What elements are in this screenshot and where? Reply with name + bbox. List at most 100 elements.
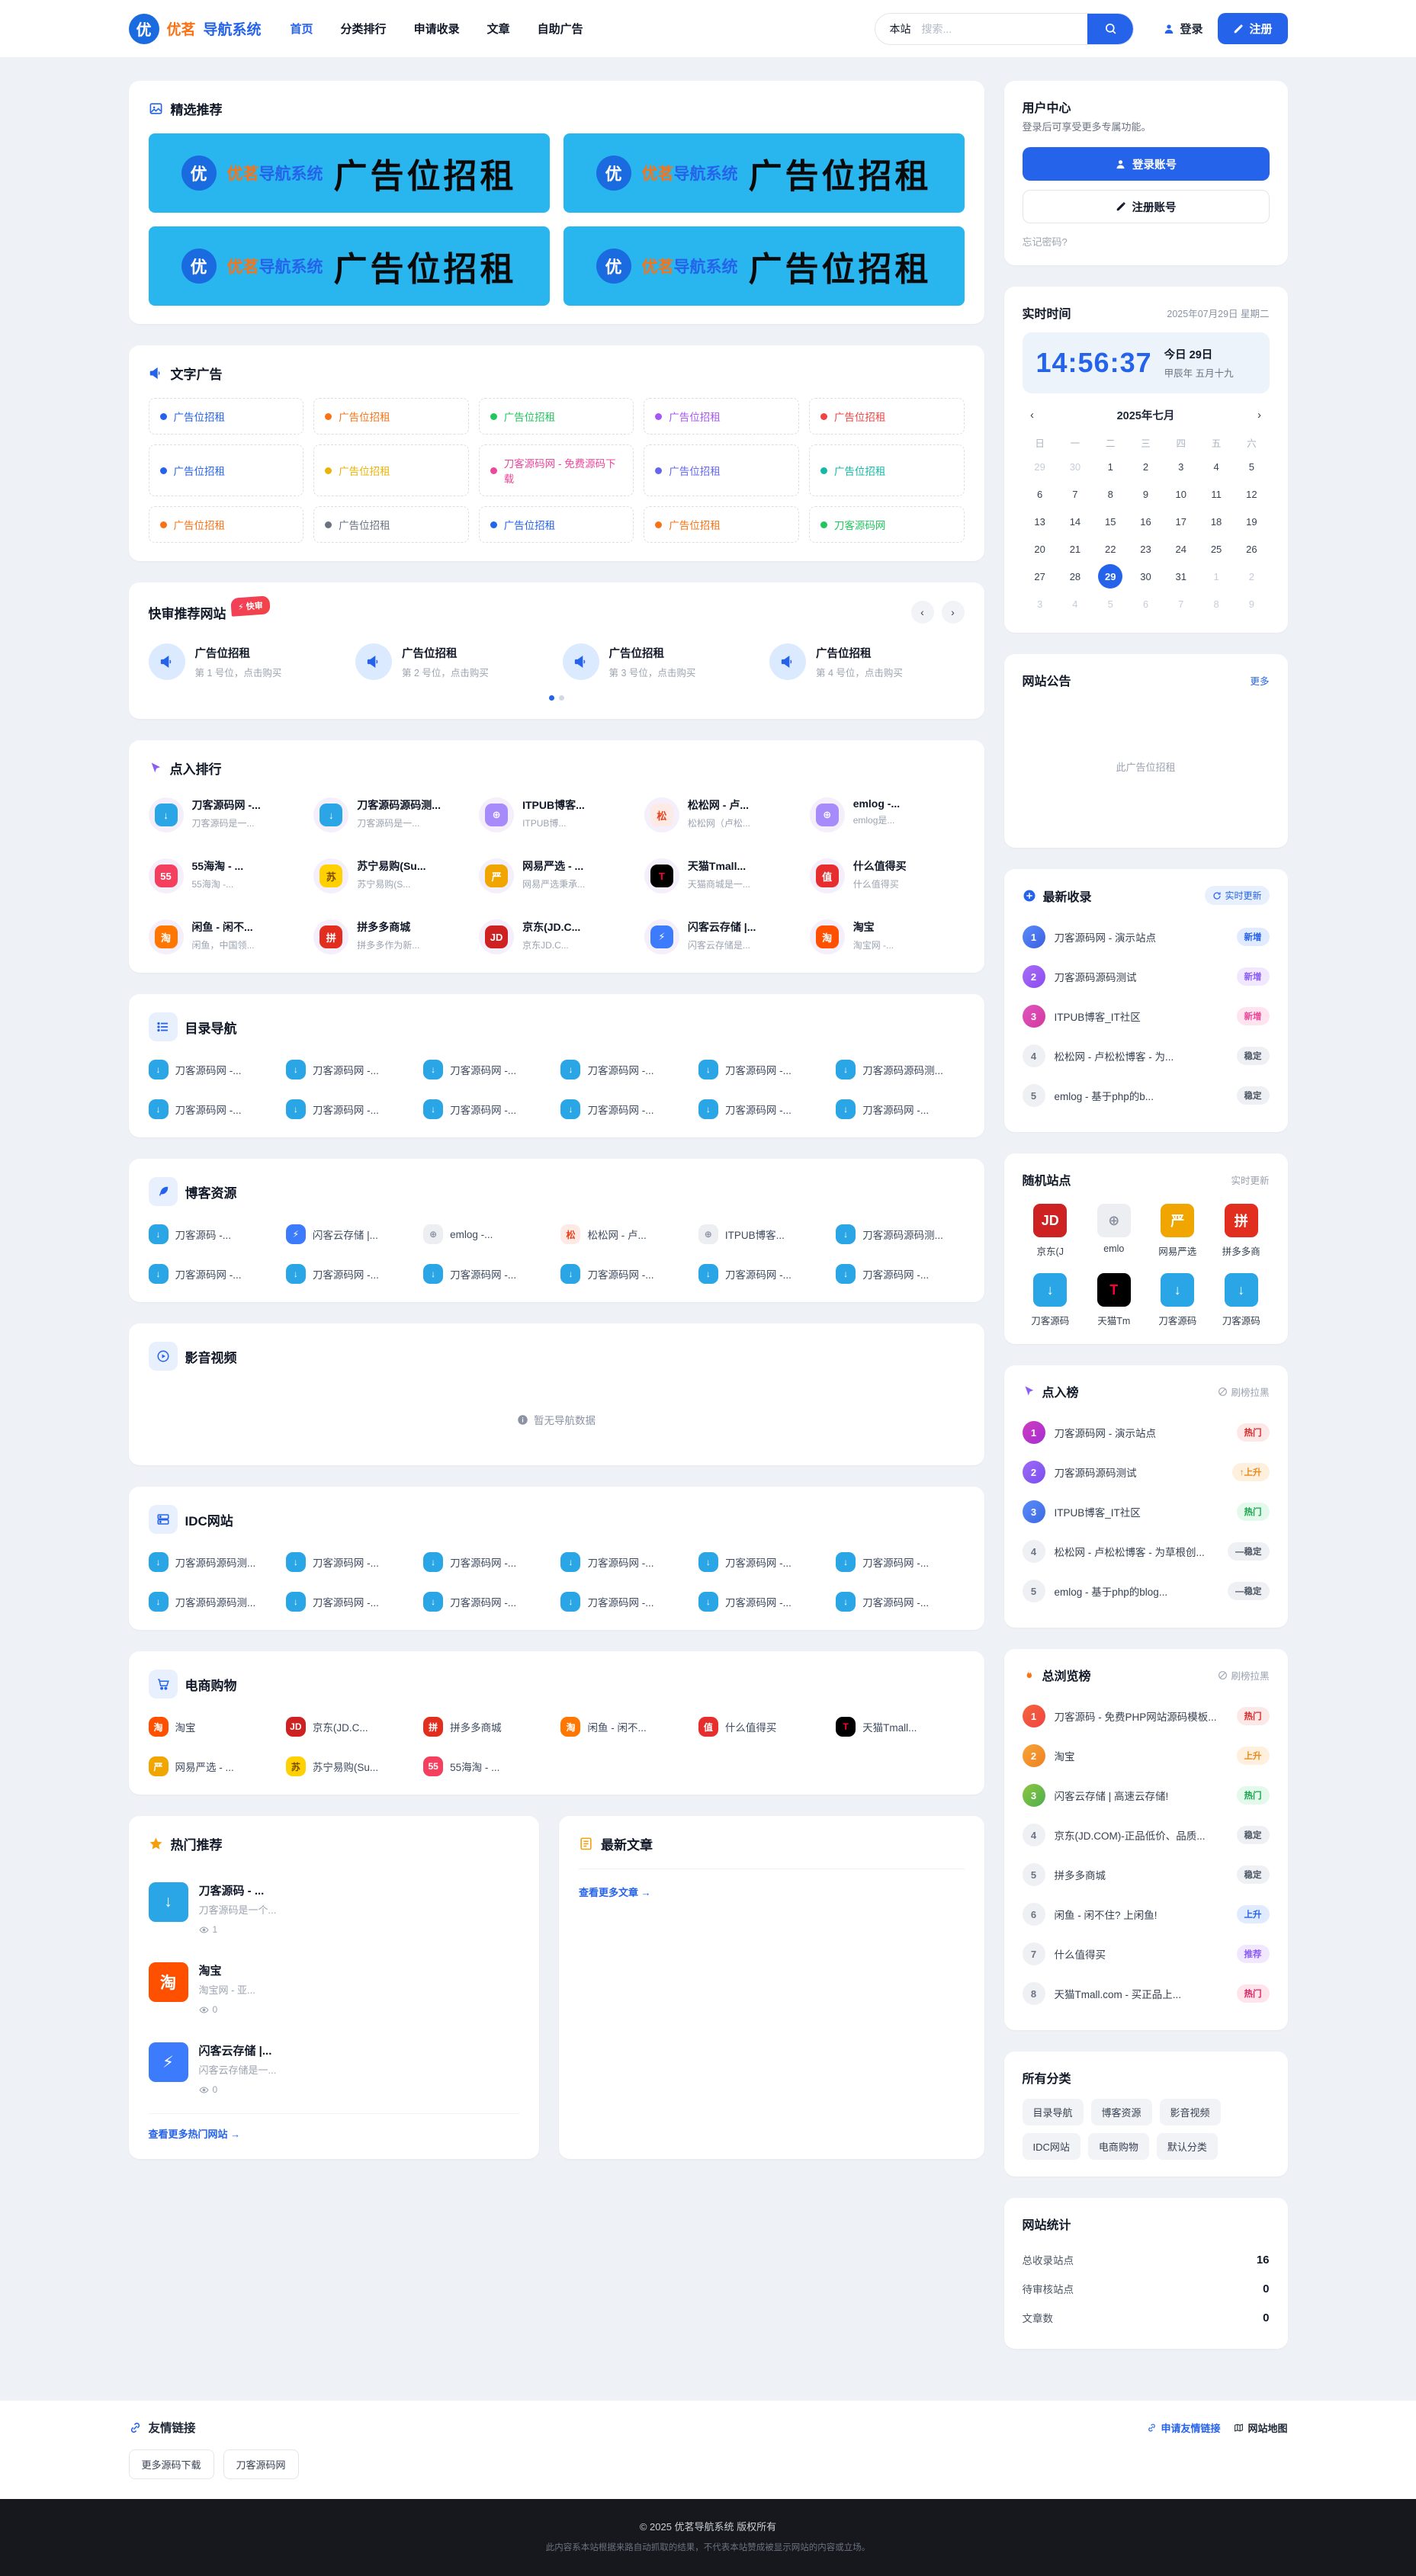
site-link[interactable]: JD 京东(JD.C... bbox=[285, 1717, 414, 1737]
calendar-day[interactable]: 22 bbox=[1104, 543, 1116, 555]
site-link[interactable]: ↓ 刀客源码网 -... bbox=[148, 1264, 277, 1284]
fast-review-item[interactable]: 广告位招租 第 4 号位，点击购买 bbox=[769, 643, 965, 680]
calendar-day[interactable]: 4 bbox=[1072, 598, 1078, 610]
rank-row[interactable]: 1 刀客源码网 - 演示站点 热门 bbox=[1022, 1413, 1270, 1452]
site-link[interactable]: T 天猫Tmall... bbox=[836, 1717, 964, 1737]
nav-item[interactable]: 文章 bbox=[486, 23, 510, 36]
nav-item[interactable]: 首页 bbox=[290, 23, 313, 36]
calendar-day[interactable]: 3 bbox=[1178, 460, 1184, 473]
calendar-day[interactable]: 29 bbox=[1034, 460, 1045, 473]
rank-row[interactable]: 5 拼多多商城 稳定 bbox=[1022, 1855, 1270, 1894]
apply-friend-link[interactable]: 申请友情链接 bbox=[1147, 2420, 1220, 2435]
site-link[interactable]: ↓ 刀客源码源码测... bbox=[148, 1552, 277, 1572]
nav-item[interactable]: 分类排行 bbox=[340, 23, 387, 36]
category-tag[interactable]: 电商购物 bbox=[1087, 2133, 1149, 2160]
hot-item[interactable]: 淘 淘宝 淘宝网 - 亚... 0 bbox=[148, 1949, 520, 2029]
forgot-password-link[interactable]: 忘记密码? bbox=[1022, 236, 1068, 248]
site-link[interactable]: ↓ 刀客源码网 -... bbox=[836, 1552, 964, 1572]
site-card[interactable]: ↓ 刀客源码网 -... 刀客源码是一... bbox=[148, 797, 303, 832]
fast-review-item[interactable]: 广告位招租 第 2 号位，点击购买 bbox=[355, 643, 551, 680]
live-update-pill[interactable]: 实时更新 bbox=[1205, 886, 1270, 905]
text-ad[interactable]: 广告位招租 bbox=[313, 506, 469, 543]
calendar-day[interactable]: 6 bbox=[1142, 598, 1149, 610]
calendar-day[interactable]: 3 bbox=[1037, 598, 1043, 610]
site-link[interactable]: 值 什么值得买 bbox=[698, 1717, 827, 1737]
rank-row[interactable]: 8 天猫Tmall.com - 买正品上... 热门 bbox=[1022, 1974, 1270, 2013]
rank-row[interactable]: 3 ITPUB博客_IT社区 新增 bbox=[1022, 996, 1270, 1036]
text-ad[interactable]: 广告位招租 bbox=[644, 398, 799, 435]
text-ad[interactable]: 广告位招租 bbox=[808, 444, 965, 496]
rank-row[interactable]: 7 什么值得买 推荐 bbox=[1022, 1934, 1270, 1974]
site-link[interactable]: ↓ 刀客源码网 -... bbox=[560, 1060, 689, 1079]
site-link[interactable]: ↓ 刀客源码网 -... bbox=[423, 1552, 551, 1572]
site-link[interactable]: ↓ 刀客源码源码测... bbox=[148, 1592, 277, 1612]
more-articles-link[interactable]: 查看更多文章 → bbox=[579, 1887, 651, 1898]
site-link[interactable]: 55 55海淘 - ... bbox=[423, 1756, 551, 1776]
rank-row[interactable]: 3 闪客云存储 | 高速云存储! 热门 bbox=[1022, 1776, 1270, 1815]
nav-item[interactable]: 自助广告 bbox=[537, 23, 583, 36]
category-tag[interactable]: IDC网站 bbox=[1022, 2133, 1080, 2160]
random-site[interactable]: 拼 拼多多商 bbox=[1213, 1204, 1270, 1258]
calendar-day[interactable]: 2 bbox=[1248, 570, 1254, 582]
friend-link-button[interactable]: 更多源码下载 bbox=[128, 2449, 214, 2479]
rank-row[interactable]: 2 刀客源码源码测试 新增 bbox=[1022, 957, 1270, 996]
site-link[interactable]: ↓ 刀客源码网 -... bbox=[698, 1060, 827, 1079]
calendar-day[interactable]: 19 bbox=[1246, 515, 1257, 528]
calendar-day[interactable]: 11 bbox=[1211, 488, 1222, 500]
site-link[interactable]: 拼 拼多多商城 bbox=[423, 1717, 551, 1737]
more-notice-link[interactable]: 更多 bbox=[1250, 675, 1270, 687]
calendar-day[interactable]: 4 bbox=[1213, 460, 1219, 473]
site-card[interactable]: 松 松松网 - 卢... 松松网（卢松... bbox=[644, 797, 799, 832]
ad-banner[interactable]: 优 优茗导航系统 广告位招租 bbox=[563, 226, 965, 306]
random-site[interactable]: ↓ 刀客源码 bbox=[1023, 1273, 1079, 1327]
calendar-day[interactable]: 31 bbox=[1175, 570, 1187, 582]
rank-row[interactable]: 4 松松网 - 卢松松博客 - 为... 稳定 bbox=[1022, 1036, 1270, 1076]
calendar-day[interactable]: 7 bbox=[1178, 598, 1184, 610]
fast-review-item[interactable]: 广告位招租 第 3 号位，点击购买 bbox=[562, 643, 758, 680]
calendar-day[interactable]: 2 bbox=[1142, 460, 1149, 473]
calendar-day[interactable]: 29 bbox=[1098, 564, 1123, 589]
site-link[interactable]: ↓ 刀客源码网 -... bbox=[836, 1264, 964, 1284]
text-ad[interactable]: 广告位招租 bbox=[478, 506, 634, 543]
site-link[interactable]: 苏 苏宁易购(Su... bbox=[285, 1756, 414, 1776]
site-link[interactable]: ↓ 刀客源码网 -... bbox=[285, 1592, 414, 1612]
site-link[interactable]: ↓ 刀客源码网 -... bbox=[560, 1099, 689, 1119]
site-card[interactable]: ⊕ emlog -... emlog是... bbox=[809, 797, 965, 832]
site-link[interactable]: ↓ 刀客源码网 -... bbox=[148, 1099, 277, 1119]
calendar-day[interactable]: 8 bbox=[1213, 598, 1219, 610]
site-link[interactable]: ↓ 刀客源码网 -... bbox=[560, 1264, 689, 1284]
site-link[interactable]: ↓ 刀客源码网 -... bbox=[423, 1099, 551, 1119]
calendar-day[interactable]: 25 bbox=[1210, 543, 1222, 555]
register-button[interactable]: 注册 bbox=[1218, 13, 1288, 44]
text-ad[interactable]: 广告位招租 bbox=[148, 506, 304, 543]
site-card[interactable]: ⚡ 闪客云存储 |... 闪客云存储是... bbox=[644, 919, 799, 954]
random-site[interactable]: ↓ 刀客源码 bbox=[1213, 1273, 1270, 1327]
calendar-day[interactable]: 6 bbox=[1037, 488, 1043, 500]
site-card[interactable]: ⊕ ITPUB博客... ITPUB博... bbox=[479, 797, 634, 832]
rank-row[interactable]: 1 刀客源码 - 免费PHP网站源码模板... 热门 bbox=[1022, 1696, 1270, 1736]
site-link[interactable]: ↓ 刀客源码网 -... bbox=[148, 1060, 277, 1079]
rank-row[interactable]: 1 刀客源码网 - 演示站点 新增 bbox=[1022, 917, 1270, 957]
calendar-day[interactable]: 20 bbox=[1034, 543, 1045, 555]
site-link[interactable]: ⚡ 闪客云存储 |... bbox=[285, 1224, 414, 1244]
site-card[interactable]: 拼 拼多多商城 拼多多作为新... bbox=[313, 919, 468, 954]
site-link[interactable]: ↓ 刀客源码网 -... bbox=[698, 1592, 827, 1612]
calendar-day[interactable]: 5 bbox=[1107, 598, 1113, 610]
ad-banner[interactable]: 优 优茗导航系统 广告位招租 bbox=[148, 226, 550, 306]
calendar-day[interactable]: 26 bbox=[1246, 543, 1257, 555]
blacklist-note[interactable]: 刷榜拉黑 bbox=[1218, 1384, 1270, 1399]
site-link[interactable]: ↓ 刀客源码网 -... bbox=[285, 1099, 414, 1119]
site-card[interactable]: ↓ 刀客源码源码测... 刀客源码是一... bbox=[313, 797, 468, 832]
fast-review-item[interactable]: 广告位招租 第 1 号位，点击购买 bbox=[148, 643, 344, 680]
site-link[interactable]: ↓ 刀客源码源码测... bbox=[836, 1060, 964, 1079]
text-ad[interactable]: 广告位招租 bbox=[808, 398, 965, 435]
random-site[interactable]: 严 网易严选 bbox=[1150, 1204, 1206, 1258]
text-ad[interactable]: 广告位招租 bbox=[644, 506, 799, 543]
site-link[interactable]: ↓ 刀客源码网 -... bbox=[836, 1592, 964, 1612]
calendar-next-button[interactable]: › bbox=[1257, 409, 1261, 422]
site-link[interactable]: 淘 闲鱼 - 闲不... bbox=[560, 1717, 689, 1737]
rank-row[interactable]: 2 淘宝 上升 bbox=[1022, 1736, 1270, 1776]
site-card[interactable]: JD 京东(JD.C... 京东JD.C... bbox=[479, 919, 634, 954]
carousel-dots[interactable] bbox=[149, 685, 965, 701]
random-site[interactable]: ↓ 刀客源码 bbox=[1150, 1273, 1206, 1327]
